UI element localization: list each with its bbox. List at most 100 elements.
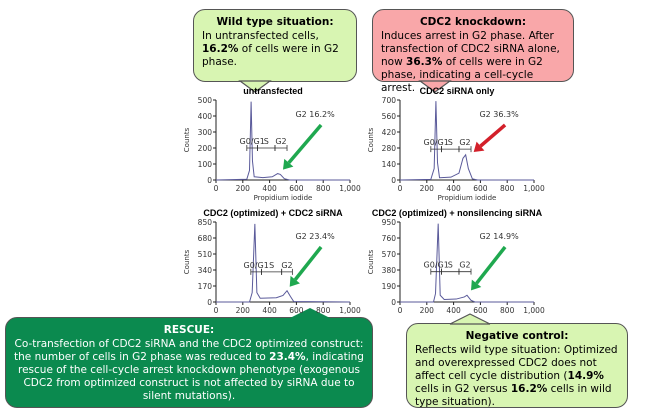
y-axis-label: Counts — [183, 127, 191, 152]
callout-text: of cells were in G2 phase, indicating a … — [381, 56, 543, 94]
arrow-head-icon — [282, 158, 294, 170]
y-tick-label: 280 — [382, 144, 397, 153]
y-tick-label: 190 — [382, 282, 397, 291]
x-tick-label: 600 — [289, 184, 304, 193]
gate-label: S — [264, 137, 269, 146]
arrow-head-icon — [471, 279, 482, 291]
y-tick-label: 700 — [382, 96, 397, 105]
x-tick-label: 200 — [420, 184, 435, 193]
gate-label: G2 — [459, 261, 470, 270]
x-tick-label: 1,000 — [339, 306, 361, 315]
gate-label: S — [448, 138, 453, 147]
y-tick-label: 420 — [382, 128, 397, 137]
y-tick-label: 0 — [391, 298, 396, 307]
x-tick-label: 400 — [262, 306, 277, 315]
x-tick-label: 1,000 — [339, 184, 361, 193]
x-tick-label: 400 — [446, 306, 461, 315]
y-tick-label: 850 — [198, 218, 213, 227]
y-tick-label: 400 — [198, 112, 213, 121]
g2-percentage-label: G2 23.4% — [295, 232, 335, 241]
callout-title: CDC2 knockdown: — [419, 16, 527, 28]
gate-label: G2 — [281, 261, 292, 270]
callout-value: 14.9% — [567, 370, 604, 382]
x-axis-label: Propidium iodide — [438, 194, 497, 202]
arrow-head-icon — [473, 141, 485, 152]
chart-title: CDC2 (optimized) + nonsilencing siRNA — [372, 208, 543, 218]
arrow-icon — [293, 245, 323, 281]
callout-text: In untransfected cells, — [202, 30, 319, 42]
wild-type-callout: Wild type situation: In untransfected cel… — [193, 9, 357, 82]
x-tick-label: 800 — [500, 306, 515, 315]
histogram-curve — [215, 101, 350, 181]
y-tick-label: 170 — [198, 282, 213, 291]
x-tick-label: 400 — [446, 184, 461, 193]
x-tick-label: 0 — [214, 184, 219, 193]
gate-bracket — [274, 145, 288, 151]
gate-bracket — [458, 268, 472, 275]
x-tick-label: 200 — [236, 306, 251, 315]
gate-bracket — [281, 268, 293, 275]
chart-title: CDC2 siRNA only — [420, 86, 495, 96]
callout-text: Induces arrest in G2 phase. After transf… — [381, 30, 560, 68]
x-tick-label: 200 — [236, 184, 251, 193]
arrow-icon — [287, 123, 323, 164]
gate-bracket — [458, 146, 472, 153]
y-tick-label: 570 — [382, 250, 397, 259]
callout-text: cells in G2 versus — [415, 383, 511, 395]
histogram-curve — [399, 101, 534, 181]
x-axis-label: Propidium iodide — [254, 194, 313, 202]
arrow-head-icon — [289, 275, 300, 287]
g2-percentage-label: G2 14.9% — [479, 232, 519, 241]
knockdown-callout: CDC2 knockdown: Induces arrest in G2 phas… — [372, 9, 574, 94]
callout-pointer — [418, 80, 452, 93]
chart-title: CDC2 (optimized) + CDC2 siRNA — [203, 208, 343, 218]
callout-value: 36.3% — [406, 56, 443, 68]
callout-text: Co-transfection of CDC2 siRNA and the CD… — [14, 338, 364, 363]
callout-pointer — [238, 80, 272, 93]
x-tick-label: 0 — [398, 306, 403, 315]
callout-title: RESCUE: — [163, 324, 215, 336]
x-tick-label: 600 — [473, 306, 488, 315]
y-tick-label: 380 — [382, 266, 397, 275]
x-tick-label: 1,000 — [523, 184, 545, 193]
chart-1: CDC2 siRNA only 0 140 280 420 560 700 0 200 400 60… — [367, 86, 545, 202]
x-tick-label: 800 — [316, 306, 331, 315]
x-tick-label: 1,000 — [523, 306, 545, 315]
y-tick-label: 200 — [198, 144, 213, 153]
y-tick-label: 0 — [391, 176, 396, 185]
gate-label: G0/G1 — [240, 137, 265, 146]
callout-pointer — [449, 313, 491, 325]
gate-label: G0/G1 — [424, 138, 449, 147]
g2-percentage-label: G2 16.2% — [295, 110, 335, 119]
chart-0: untransfected 0 100 200 300 400 500 0 200 400 600 8… — [183, 86, 361, 202]
x-tick-label: 0 — [214, 306, 219, 315]
y-tick-label: 560 — [382, 112, 397, 121]
y-tick-label: 500 — [198, 96, 213, 105]
callout-text: of cells were in G2 phase. — [202, 43, 339, 68]
g2-percentage-label: G2 36.3% — [479, 110, 519, 119]
y-axis-label: Counts — [183, 249, 191, 274]
chart-3: CDC2 (optimized) + nonsilencing siRNA 0 19… — [367, 208, 545, 315]
y-tick-label: 680 — [198, 234, 213, 243]
y-tick-label: 950 — [382, 218, 397, 227]
arrow-icon — [475, 245, 507, 285]
callout-value: 16.2% — [202, 43, 239, 55]
y-tick-label: 0 — [207, 176, 212, 185]
y-tick-label: 100 — [198, 160, 213, 169]
callout-text: cells in wild type situation). — [415, 383, 612, 408]
y-tick-label: 760 — [382, 234, 397, 243]
arrow-icon — [479, 123, 507, 148]
x-tick-label: 0 — [398, 184, 403, 193]
gate-label: G0/G1 — [244, 261, 269, 270]
chart-title: untransfected — [243, 86, 303, 96]
callout-value: 23.4% — [269, 351, 306, 363]
y-tick-label: 340 — [198, 266, 213, 275]
chart-2: CDC2 (optimized) + CDC2 siRNA 0 170 340 510 6… — [183, 208, 361, 315]
x-tick-label: 600 — [289, 306, 304, 315]
gate-label: S — [448, 261, 453, 270]
rescue-callout: RESCUE: Co-transfection of CDC2 siRNA and… — [5, 317, 373, 408]
x-tick-label: 400 — [262, 184, 277, 193]
histogram-curve — [216, 223, 351, 303]
callout-pointer — [290, 308, 330, 318]
